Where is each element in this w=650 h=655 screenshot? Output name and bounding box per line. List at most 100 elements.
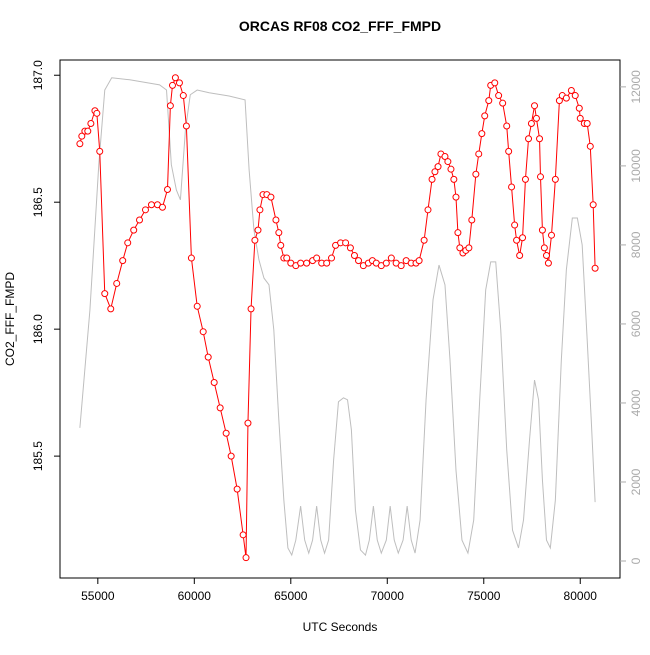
data-point: [233, 485, 241, 493]
data-point: [251, 236, 259, 244]
y2-tick-label: 2000: [629, 468, 643, 495]
data-point: [101, 290, 109, 298]
data-point: [254, 226, 262, 234]
data-point: [508, 183, 516, 191]
data-point: [499, 99, 507, 107]
data-point: [544, 259, 552, 267]
y-tick-label: 187.0: [31, 60, 45, 90]
data-point: [171, 74, 179, 82]
data-point: [481, 112, 489, 120]
data-point: [485, 97, 493, 105]
data-point: [382, 259, 390, 267]
data-point: [141, 206, 149, 214]
data-point: [247, 305, 255, 313]
data-point: [87, 119, 95, 127]
data-point: [567, 86, 575, 94]
data-point: [589, 201, 597, 209]
data-point: [527, 119, 535, 127]
data-point: [277, 241, 285, 249]
data-point: [503, 122, 511, 130]
data-point: [179, 92, 187, 100]
data-point: [532, 114, 540, 122]
data-point: [575, 104, 583, 112]
plot-frame: [59, 59, 621, 579]
x-tick-label: 75000: [467, 589, 501, 603]
y-tick-label: 186.5: [31, 187, 45, 217]
data-point: [536, 135, 544, 143]
y2-tick-label: 12000: [629, 70, 643, 104]
y-axis-label: CO2_FFF_FMPD: [3, 272, 17, 366]
x-tick-label: 60000: [178, 589, 212, 603]
data-point: [586, 142, 594, 150]
data-point: [256, 206, 264, 214]
data-point: [210, 378, 218, 386]
data-point: [468, 216, 476, 224]
data-point: [119, 257, 127, 265]
data-point: [531, 102, 539, 110]
data-point: [216, 404, 224, 412]
data-point: [428, 175, 436, 183]
chart-title: ORCAS RF08 CO2_FFF_FMPD: [239, 18, 441, 34]
data-point: [169, 81, 177, 89]
data-point: [239, 531, 247, 539]
data-point: [244, 419, 252, 427]
data-point: [456, 244, 464, 252]
y2-tick-label: 6000: [629, 310, 643, 337]
data-point: [158, 203, 166, 211]
y2-tick-label: 8000: [629, 231, 643, 258]
data-point: [450, 175, 458, 183]
data-point: [350, 252, 358, 260]
data-point: [583, 119, 591, 127]
data-point: [96, 147, 104, 155]
data-point: [136, 216, 144, 224]
data-point: [513, 236, 521, 244]
data-point: [431, 168, 439, 176]
data-point: [227, 452, 235, 460]
data-point: [441, 152, 449, 160]
data-point: [275, 229, 283, 237]
data-point: [536, 173, 544, 181]
data-point: [76, 140, 84, 148]
data-point: [434, 163, 442, 171]
x-tick-label: 70000: [371, 589, 405, 603]
data-point: [147, 201, 155, 209]
data-point: [551, 175, 559, 183]
data-point: [267, 193, 275, 201]
data-point: [222, 429, 230, 437]
data-point: [130, 226, 138, 234]
x-tick-label: 80000: [564, 589, 598, 603]
data-point: [199, 328, 207, 336]
x-tick-label: 55000: [81, 589, 115, 603]
data-point: [521, 175, 529, 183]
data-point: [465, 244, 473, 252]
data-point: [571, 92, 579, 100]
x-tick-label: 65000: [274, 589, 308, 603]
data-point: [562, 94, 570, 102]
data-point: [355, 257, 363, 265]
x-axis-label: UTC Seconds: [303, 620, 378, 634]
data-point: [107, 305, 115, 313]
data-point: [272, 216, 280, 224]
data-point: [124, 239, 132, 247]
data-point: [187, 254, 195, 262]
data-point: [193, 302, 201, 310]
y2-tick-label: 4000: [629, 389, 643, 416]
data-point: [182, 122, 190, 130]
data-point: [163, 186, 171, 193]
data-point: [328, 254, 336, 262]
y2-tick-label: 0: [629, 557, 643, 564]
data-point: [444, 158, 452, 166]
data-point: [397, 262, 405, 270]
data-point: [303, 259, 311, 267]
data-point: [472, 170, 480, 178]
data-point: [505, 147, 513, 155]
data-point: [538, 226, 546, 234]
y-tick-label: 186.0: [31, 314, 45, 344]
data-point: [113, 279, 121, 287]
data-point: [415, 257, 423, 265]
data-point: [519, 234, 527, 242]
data-point: [297, 259, 305, 267]
data-point: [591, 264, 599, 272]
data-point: [511, 221, 519, 229]
